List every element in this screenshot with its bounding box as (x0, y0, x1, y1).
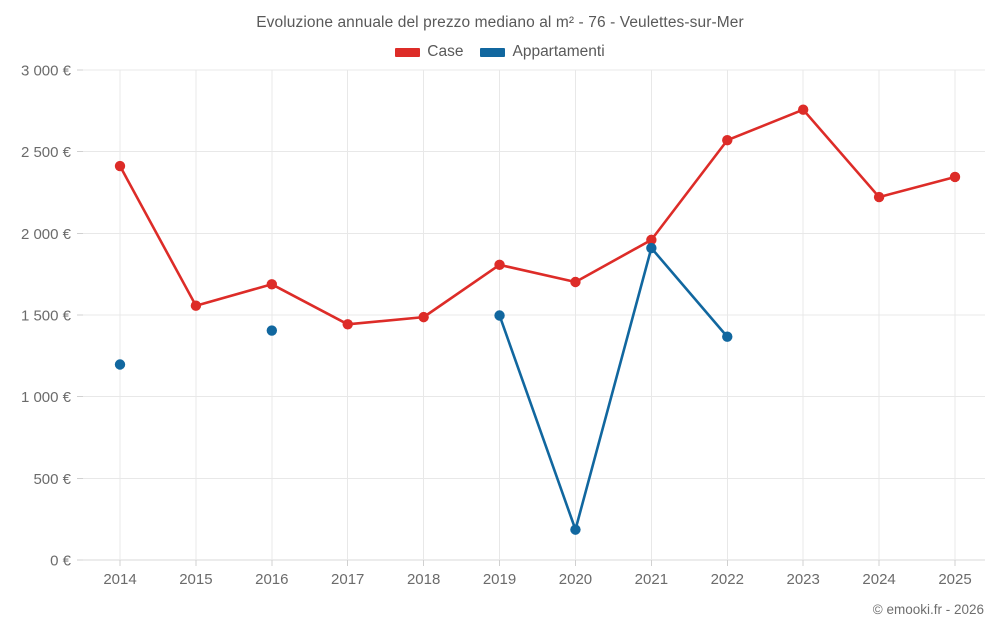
x-axis-tick-label: 2018 (407, 571, 440, 588)
data-point-marker[interactable] (797, 104, 809, 115)
series-case (114, 104, 961, 330)
data-point-marker[interactable] (342, 319, 353, 330)
data-point-marker[interactable] (266, 279, 278, 290)
x-axis-tick-label: 2020 (559, 571, 592, 588)
copyright-credit: © emooki.fr - 2026 (872, 602, 984, 617)
data-point-marker[interactable] (570, 524, 581, 535)
data-point-marker[interactable] (266, 325, 278, 336)
data-point-marker[interactable] (949, 171, 961, 183)
chart-title: Evoluzione annuale del prezzo mediano al… (256, 14, 744, 31)
data-point-marker[interactable] (190, 300, 202, 311)
series-line (118, 108, 957, 326)
data-point-marker[interactable] (722, 135, 733, 146)
y-axis-tick-label: 0 € (50, 553, 72, 570)
data-point-marker[interactable] (570, 276, 581, 288)
y-axis-tick-label: 500 € (33, 471, 71, 488)
data-point-marker[interactable] (873, 191, 885, 203)
y-axis-tick-label: 1 500 € (21, 308, 72, 325)
x-axis-tick-label: 2017 (331, 571, 364, 588)
data-point-marker[interactable] (494, 310, 505, 321)
data-point-marker[interactable] (114, 160, 126, 172)
y-axis-tick-label: 1 000 € (21, 389, 72, 406)
legend-label: Case (427, 43, 464, 60)
x-axis-tick-label: 2016 (255, 571, 288, 588)
x-axis-tick-label: 2019 (483, 571, 516, 588)
data-point-marker[interactable] (494, 259, 505, 271)
x-axis-tick-label: 2024 (862, 571, 895, 588)
legend-entry-appartamenti[interactable]: Appartamenti (480, 43, 605, 61)
y-axis-tick-label: 2 500 € (21, 144, 72, 161)
y-axis-tick-label: 2 000 € (21, 226, 72, 243)
legend-swatch-icon (480, 47, 506, 57)
x-axis-tick-label: 2015 (179, 571, 212, 588)
series-appartamenti (114, 242, 733, 535)
data-point-marker[interactable] (722, 331, 733, 342)
legend-swatch-icon (395, 47, 421, 57)
x-axis-tick-label: 2021 (635, 571, 668, 588)
x-axis-tick-label: 2023 (786, 571, 819, 588)
data-point-marker[interactable] (646, 242, 657, 254)
legend-label: Appartamenti (512, 43, 605, 60)
x-axis-tick-label: 2022 (711, 571, 744, 588)
series-line (498, 246, 729, 531)
y-axis-tick-label: 3 000 € (21, 63, 72, 80)
chart-legend: Case Appartamenti (0, 43, 1000, 61)
x-axis-tick-label: 2025 (938, 571, 971, 588)
data-point-marker[interactable] (646, 234, 657, 246)
data-point-marker[interactable] (114, 359, 126, 370)
x-axis-tick-label: 2014 (103, 571, 136, 588)
legend-entry-case[interactable]: Case (395, 43, 463, 61)
data-point-marker[interactable] (418, 311, 429, 323)
